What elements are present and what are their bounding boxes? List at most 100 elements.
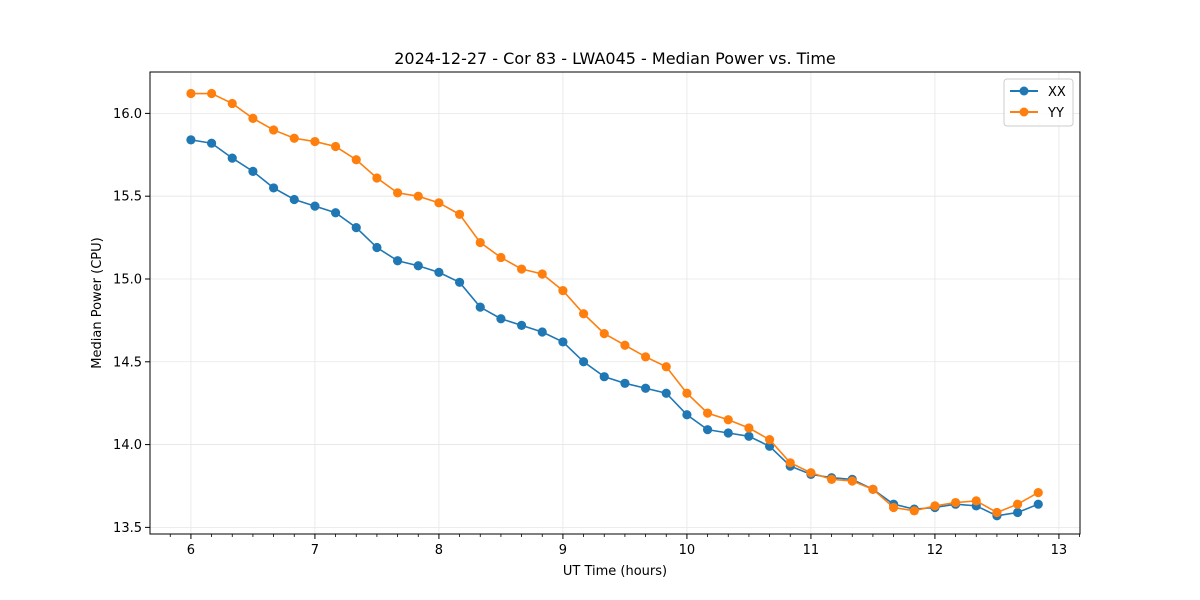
- legend: XX YY: [1003, 78, 1074, 127]
- data-point-xx: [413, 261, 423, 271]
- x-tick-label: 9: [559, 543, 567, 558]
- data-point-yy: [868, 484, 878, 494]
- data-point-yy: [744, 423, 754, 433]
- data-point-xx: [475, 302, 485, 312]
- data-point-xx: [248, 166, 258, 176]
- data-point-yy: [289, 133, 299, 143]
- data-point-yy: [186, 88, 196, 99]
- data-point-yy: [785, 458, 795, 468]
- x-tick-label: 11: [803, 543, 820, 558]
- legend-label-xx: XX: [1048, 85, 1066, 100]
- x-tick-label: 7: [311, 543, 319, 558]
- data-point-xx: [1012, 507, 1023, 518]
- data-point-yy: [764, 435, 775, 445]
- data-point-xx: [537, 327, 547, 337]
- data-point-xx: [578, 357, 589, 367]
- data-point-yy: [950, 497, 961, 508]
- data-point-xx: [454, 277, 465, 287]
- data-point-xx: [764, 441, 775, 451]
- x-tick-label: 8: [435, 543, 443, 558]
- y-tick-label: 14.0: [113, 438, 142, 453]
- y-tick-label: 13.5: [113, 521, 142, 536]
- data-point-yy: [909, 506, 919, 516]
- grid: [150, 72, 1080, 534]
- data-point-yy: [702, 408, 713, 418]
- data-point-xx: [392, 256, 403, 266]
- x-tick-label: 10: [679, 543, 696, 558]
- data-point-xx: [206, 138, 217, 148]
- data-point-yy: [227, 98, 237, 109]
- data-point-yy: [930, 501, 940, 511]
- y-tick-label: 15.0: [113, 272, 142, 287]
- data-point-xx: [330, 208, 341, 218]
- data-point-xx: [702, 425, 713, 435]
- data-point-yy: [620, 340, 630, 350]
- data-point-yy: [310, 136, 320, 147]
- data-point-yy: [537, 269, 547, 279]
- axis-ticks: 6 7 8 9 10 11 12 13 13.5 14.0 14.5 15.0 15.5 16.0: [113, 107, 1080, 558]
- data-point-yy: [1012, 499, 1023, 509]
- data-point-xx: [661, 388, 671, 398]
- data-point-xx: [516, 320, 527, 330]
- data-point-yy: [723, 415, 733, 425]
- legend-marker-yy: [1019, 107, 1029, 117]
- series-layer: [186, 88, 1043, 521]
- data-point-yy: [599, 329, 609, 339]
- data-point-yy: [454, 209, 465, 220]
- data-point-yy: [1033, 488, 1043, 498]
- data-point-xx: [682, 410, 692, 420]
- data-point-xx: [599, 372, 609, 382]
- data-point-xx: [434, 267, 444, 277]
- data-point-xx: [496, 314, 506, 324]
- x-tick-label: 6: [187, 543, 195, 558]
- data-point-yy: [372, 173, 382, 183]
- data-point-xx: [268, 183, 279, 193]
- data-point-yy: [413, 191, 423, 201]
- data-point-yy: [206, 88, 217, 99]
- plot-area-frame: [149, 71, 1081, 535]
- data-point-yy: [971, 496, 981, 506]
- data-point-yy: [434, 198, 444, 208]
- data-point-xx: [227, 153, 237, 163]
- data-point-yy: [847, 476, 857, 486]
- data-point-yy: [516, 264, 527, 274]
- data-point-yy: [392, 188, 403, 198]
- y-axis-label: Median Power (CPU): [90, 237, 105, 368]
- data-point-xx: [1033, 499, 1043, 509]
- data-point-yy: [496, 252, 506, 263]
- data-point-xx: [723, 428, 733, 438]
- legend-marker-xx: [1019, 86, 1029, 96]
- legend-label-yy: YY: [1047, 106, 1064, 121]
- data-point-xx: [351, 223, 361, 233]
- data-point-xx: [558, 337, 568, 347]
- data-point-xx: [620, 378, 630, 388]
- data-point-yy: [826, 474, 837, 484]
- data-point-yy: [578, 309, 589, 319]
- y-tick-label: 15.5: [113, 190, 142, 205]
- data-point-yy: [475, 237, 485, 248]
- data-point-xx: [289, 194, 299, 205]
- data-point-yy: [558, 285, 568, 296]
- data-point-yy: [806, 468, 816, 478]
- chart-title: 2024-12-27 - Cor 83 - LWA045 - Median Po…: [394, 49, 836, 68]
- data-point-xx: [310, 201, 320, 211]
- x-tick-label: 12: [927, 543, 944, 558]
- data-point-yy: [248, 113, 258, 123]
- data-point-yy: [351, 155, 361, 165]
- data-point-yy: [992, 507, 1002, 518]
- data-point-yy: [268, 125, 279, 135]
- data-point-yy: [661, 362, 671, 372]
- data-point-yy: [330, 141, 341, 152]
- data-point-yy: [888, 502, 899, 513]
- data-point-xx: [186, 135, 196, 145]
- y-tick-label: 14.5: [113, 355, 142, 370]
- x-tick-label: 13: [1051, 543, 1068, 558]
- data-point-yy: [640, 352, 651, 362]
- data-point-xx: [372, 242, 382, 253]
- data-point-xx: [640, 383, 651, 393]
- data-point-xx: [744, 431, 754, 441]
- x-axis-label: UT Time (hours): [563, 564, 667, 579]
- data-point-yy: [682, 388, 692, 398]
